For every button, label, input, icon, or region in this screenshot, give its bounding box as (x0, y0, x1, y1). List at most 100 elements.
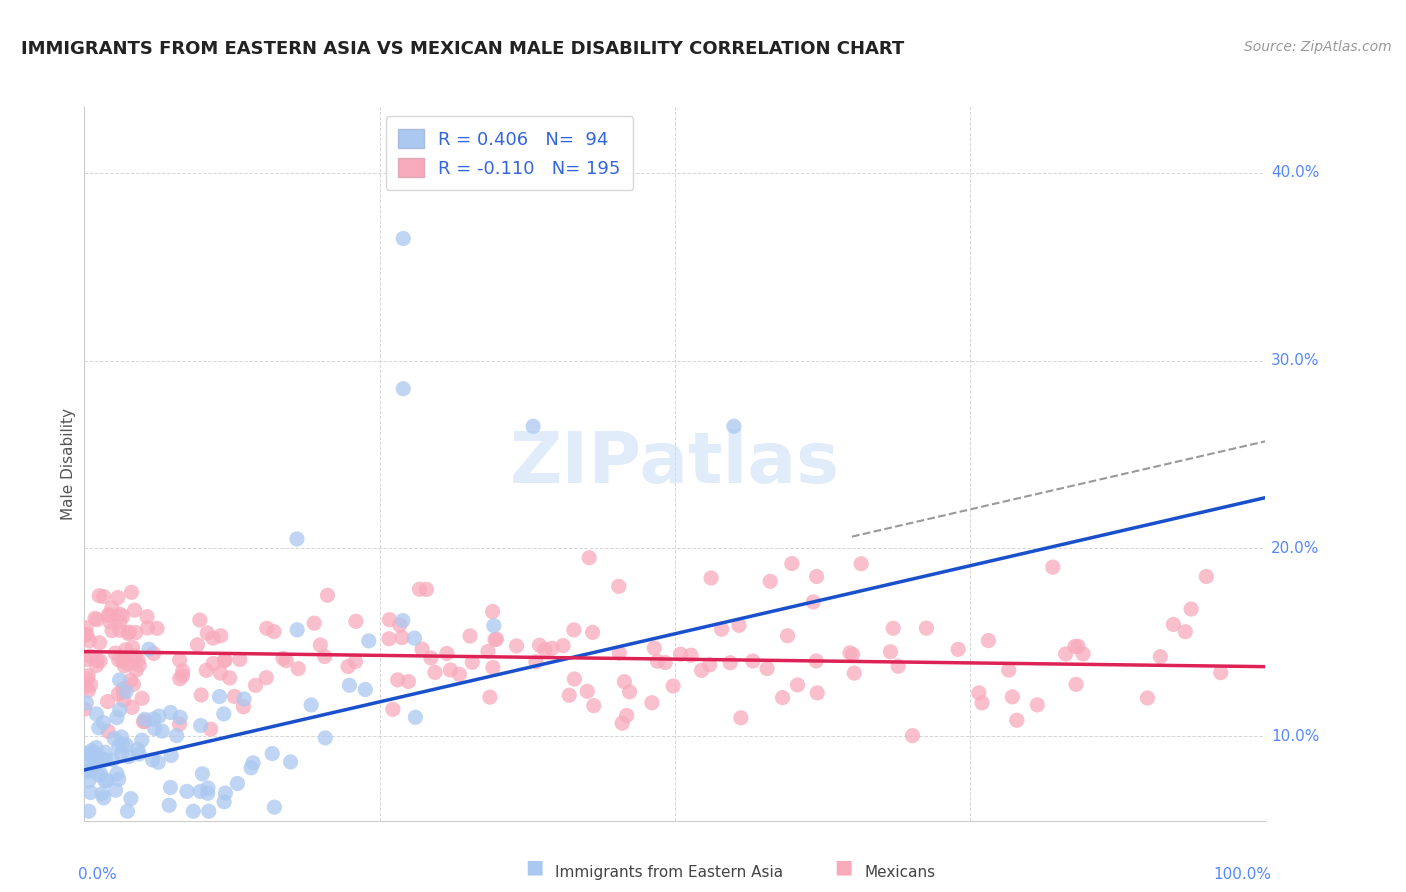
Point (142, 753, 165, 767)
Point (202, 657, 225, 671)
Point (80, 743, 103, 757)
Point (299, 698, 322, 712)
Point (977, 633, 1000, 648)
Point (169, 710, 191, 724)
Point (77, 773, 100, 788)
Point (108, 673, 131, 687)
Point (209, 666, 232, 681)
Point (128, 658, 150, 673)
Point (254, 671, 277, 685)
Point (772, 690, 794, 705)
Point (128, 747, 150, 761)
Point (415, 582, 437, 597)
Point (212, 795, 235, 809)
Point (112, 693, 135, 707)
Point (262, 747, 284, 761)
Point (887, 659, 910, 673)
Point (276, 654, 298, 668)
Point (214, 654, 236, 668)
Point (89, 750, 111, 764)
Point (613, 674, 636, 689)
Point (127, 653, 149, 667)
Text: 0.0%: 0.0% (79, 867, 117, 882)
Point (388, 618, 411, 632)
Point (263, 800, 285, 814)
Point (699, 657, 721, 672)
Point (806, 654, 828, 668)
Point (125, 663, 148, 677)
Point (75, 680, 97, 694)
Point (1064, 677, 1087, 691)
Point (1042, 560, 1064, 574)
Point (112, 659, 135, 673)
Point (91, 787, 114, 801)
Point (121, 640, 143, 655)
Point (1180, 602, 1202, 616)
Text: ■: ■ (524, 857, 544, 876)
Point (159, 706, 181, 720)
Point (309, 638, 332, 652)
Point (741, 654, 763, 668)
Point (280, 755, 302, 769)
Point (607, 579, 630, 593)
Point (121, 585, 143, 599)
Point (710, 622, 733, 636)
Y-axis label: Male Disability: Male Disability (60, 408, 76, 520)
Point (970, 696, 993, 710)
Point (80, 763, 103, 777)
Point (263, 624, 285, 639)
Point (882, 621, 904, 635)
Point (83, 758, 105, 772)
Point (256, 621, 278, 635)
Point (208, 690, 231, 704)
Point (839, 646, 862, 660)
Point (946, 642, 969, 657)
Point (124, 603, 146, 617)
Point (77, 683, 100, 698)
Text: ZIPatlas: ZIPatlas (510, 429, 839, 499)
Point (84, 740, 107, 755)
Point (86, 752, 108, 766)
Point (1071, 647, 1094, 661)
Point (127, 742, 149, 756)
Point (391, 631, 413, 645)
Point (186, 638, 208, 652)
Point (728, 618, 751, 632)
Point (79, 678, 101, 692)
Point (80, 747, 103, 761)
Point (654, 656, 676, 670)
Point (107, 653, 129, 667)
Point (482, 618, 505, 632)
Point (564, 672, 586, 686)
Point (218, 671, 240, 685)
Point (287, 662, 309, 676)
Point (172, 669, 194, 683)
Point (94, 753, 117, 767)
Point (378, 632, 401, 646)
Point (169, 672, 191, 686)
Point (89, 654, 111, 668)
Point (181, 804, 204, 818)
Text: Immigrants from Eastern Asia: Immigrants from Eastern Asia (555, 865, 783, 880)
Point (484, 632, 506, 647)
Point (801, 595, 824, 609)
Point (169, 653, 191, 667)
Point (111, 609, 134, 624)
Point (607, 646, 630, 660)
Point (103, 731, 125, 746)
Point (115, 684, 138, 698)
Point (108, 703, 131, 717)
Point (344, 655, 367, 669)
Point (776, 629, 799, 643)
Point (166, 729, 188, 743)
Point (190, 688, 212, 702)
Point (73, 702, 96, 716)
Point (759, 574, 782, 589)
Point (1005, 713, 1028, 727)
Point (197, 780, 219, 795)
Point (112, 681, 135, 696)
Point (1195, 569, 1218, 583)
Point (271, 651, 294, 665)
Point (142, 647, 165, 661)
Point (112, 685, 135, 699)
